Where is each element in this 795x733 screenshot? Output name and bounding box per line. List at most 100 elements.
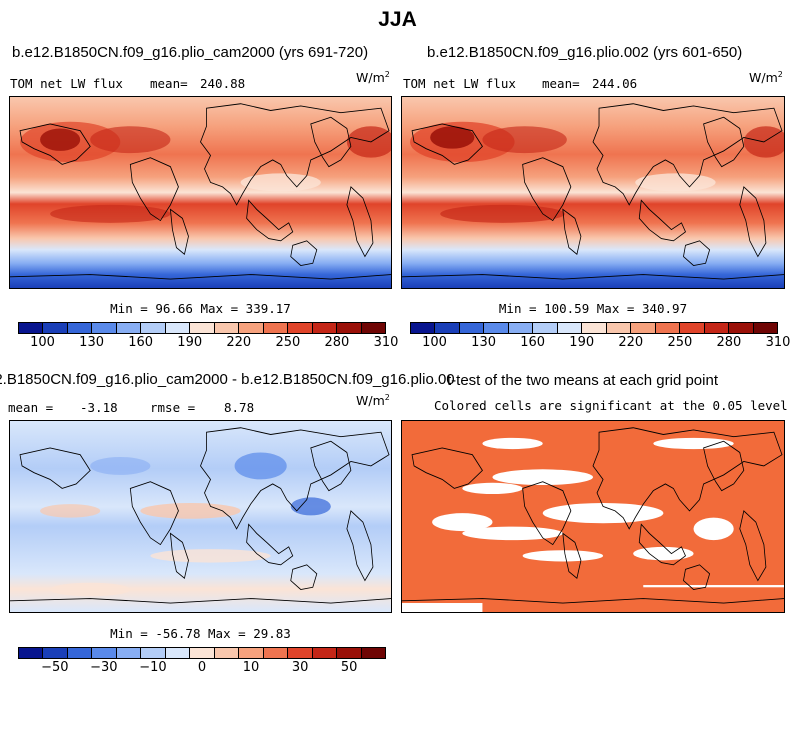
colorbar-tick-label: 160 [520,335,546,350]
panel3-title: b.e12.B1850CN.f09_g16.plio_cam2000 - b.e… [0,371,455,388]
colorbar-box [214,323,240,333]
colorbar-tick-label: −50 [41,660,69,675]
colorbar-box [288,648,313,658]
colorbar-diff-ticks: −50 −30 −10 0 10 30 50 [18,659,386,675]
colorbar-box [337,323,362,333]
colorbar-box [312,323,338,333]
panel3-rmse-label: rmse = [150,400,196,415]
panel3-minmax: Min = -56.78 Max = 29.83 [110,626,291,641]
colorbar-box [239,648,264,658]
panel1-title: b.e12.B1850CN.f09_g16.plio_cam2000 (yrs … [12,44,369,61]
colorbar-box [92,648,117,658]
panel3-mean-value: -3.18 [80,400,118,415]
colorbar-box [263,323,289,333]
colorbar-abs-1 [18,322,386,334]
colorbar-box [43,323,68,333]
colorbar-box [484,323,509,333]
colorbar-box [337,648,362,658]
colorbar-box [165,648,191,658]
colorbar-tick-label: 280 [716,335,742,350]
panel3-map [9,420,392,613]
panel2-mean-label: mean= [542,76,580,91]
panel1-variable: TOM net LW flux [10,76,123,91]
panel2-variable: TOM net LW flux [403,76,516,91]
colorbar-box [263,648,289,658]
panel4-map [401,420,785,613]
colorbar-box [141,648,166,658]
colorbar-abs-1-ticks: 100 130 160 190 220 250 280 310 [18,334,398,350]
colorbar-box [190,648,215,658]
panel3-units: W/m2 [356,393,390,409]
colorbar-box [459,323,485,333]
colorbar-tick-label: −30 [90,660,118,675]
panel2-mean-value: 244.06 [592,76,638,91]
colorbar-box [67,323,93,333]
colorbar-box [557,323,583,333]
colorbar-tick-label: 100 [30,335,55,350]
colorbar-box [92,323,117,333]
colorbar-box [116,648,142,658]
colorbar-box [753,323,778,333]
colorbar-tick-label: 280 [324,335,350,350]
panel4-field [402,421,784,612]
panel3-field [10,421,391,612]
colorbar-tick-label: 50 [340,660,358,675]
colorbar-box [606,323,632,333]
colorbar-box [631,323,656,333]
colorbar-tick-label: 250 [275,335,301,350]
colorbar-box [533,323,558,333]
colorbar-box [680,323,705,333]
colorbar-tick-label: 250 [667,335,693,350]
colorbar-abs-2-ticks: 100 130 160 190 220 250 280 310 [410,334,790,350]
colorbar-tick-label: 30 [291,660,309,675]
colorbar-tick-label: 190 [569,335,595,350]
panel2-title: b.e12.B1850CN.f09_g16.plio.002 (yrs 601-… [427,44,743,61]
panel1-mean-label: mean= [150,76,188,91]
colorbar-tick-label: 130 [79,335,105,350]
colorbar-tick-label: 310 [373,335,399,350]
panel3-rmse-value: 8.78 [224,400,255,415]
colorbar-tick-label: 220 [226,335,252,350]
panel3-title-clip: b.e12.B1850CN.f09_g16.plio_cam2000 - b.e… [0,371,455,393]
colorbar-tick-label: 310 [765,335,791,350]
colorbar-box [214,648,240,658]
panel1-minmax: Min = 96.66 Max = 339.17 [110,301,291,316]
panel1-map [9,96,392,289]
panel3-mean-label: mean = [8,400,54,415]
colorbar-tick-label: 160 [128,335,154,350]
main-title: JJA [378,8,417,31]
colorbar-tick-label: −10 [139,660,167,675]
panel1-field [10,97,391,288]
colorbar-box [43,648,68,658]
panel4-subtitle: Colored cells are significant at the 0.0… [434,398,788,413]
panel1-mean-value: 240.88 [200,76,246,91]
panel2-minmax: Min = 100.59 Max = 340.97 [498,301,688,316]
colorbar-box [508,323,534,333]
colorbar-box [239,323,264,333]
colorbar-tick-label: 220 [618,335,644,350]
colorbar-box [19,323,44,333]
colorbar-box [361,648,386,658]
colorbar-box [67,648,93,658]
colorbar-abs-2 [410,322,778,334]
colorbar-box [141,323,166,333]
panel2-field [402,97,784,288]
colorbar-box [19,648,44,658]
colorbar-box [655,323,681,333]
colorbar-box [312,648,338,658]
colorbar-box [729,323,754,333]
colorbar-diff [18,647,386,659]
colorbar-tick-label: 130 [471,335,497,350]
colorbar-tick-label: 10 [242,660,260,675]
colorbar-box [582,323,607,333]
colorbar-tick-label: 0 [197,660,207,675]
colorbar-box [411,323,436,333]
colorbar-box [116,323,142,333]
colorbar-box [361,323,386,333]
panel1-units: W/m2 [356,70,390,86]
panel2-units: W/m2 [749,70,783,86]
colorbar-tick-label: 100 [422,335,447,350]
colorbar-box [165,323,191,333]
colorbar-box [704,323,730,333]
panel4-title: t-test of the two means at each grid poi… [447,372,718,389]
